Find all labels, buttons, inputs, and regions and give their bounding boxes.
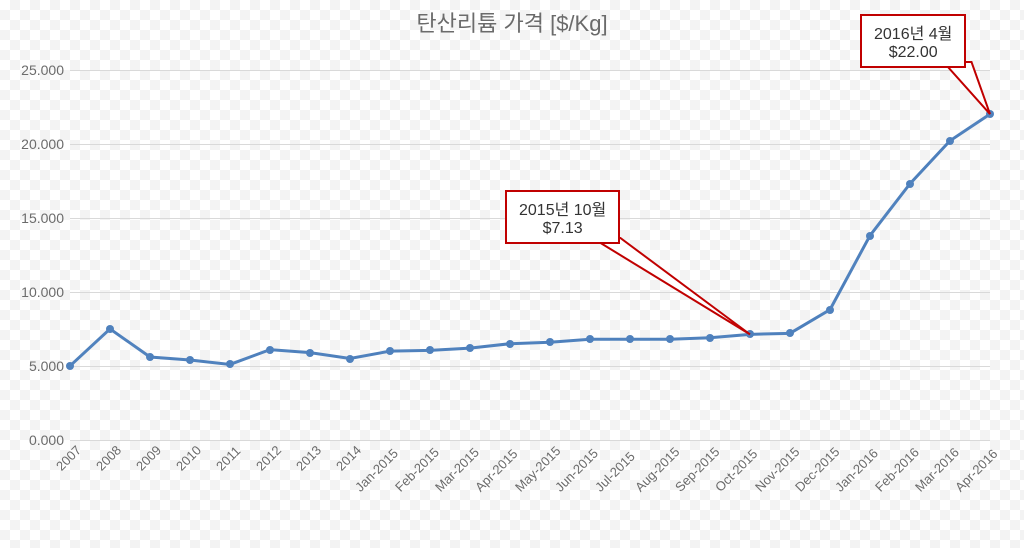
callout-box: 2016년 4월$22.00 — [860, 14, 966, 68]
callout-line1: 2016년 4월 — [874, 20, 952, 44]
chart-container: 탄산리튬 가격 [$/Kg] 0.0005.00010.00015.00020.… — [0, 0, 1024, 548]
callout-line2: $22.00 — [874, 44, 952, 62]
callout-line1: 2015년 10월 — [519, 196, 606, 220]
callout-arrow — [0, 0, 1024, 548]
callout-line2: $7.13 — [519, 220, 606, 238]
callout-box: 2015년 10월$7.13 — [505, 190, 620, 244]
